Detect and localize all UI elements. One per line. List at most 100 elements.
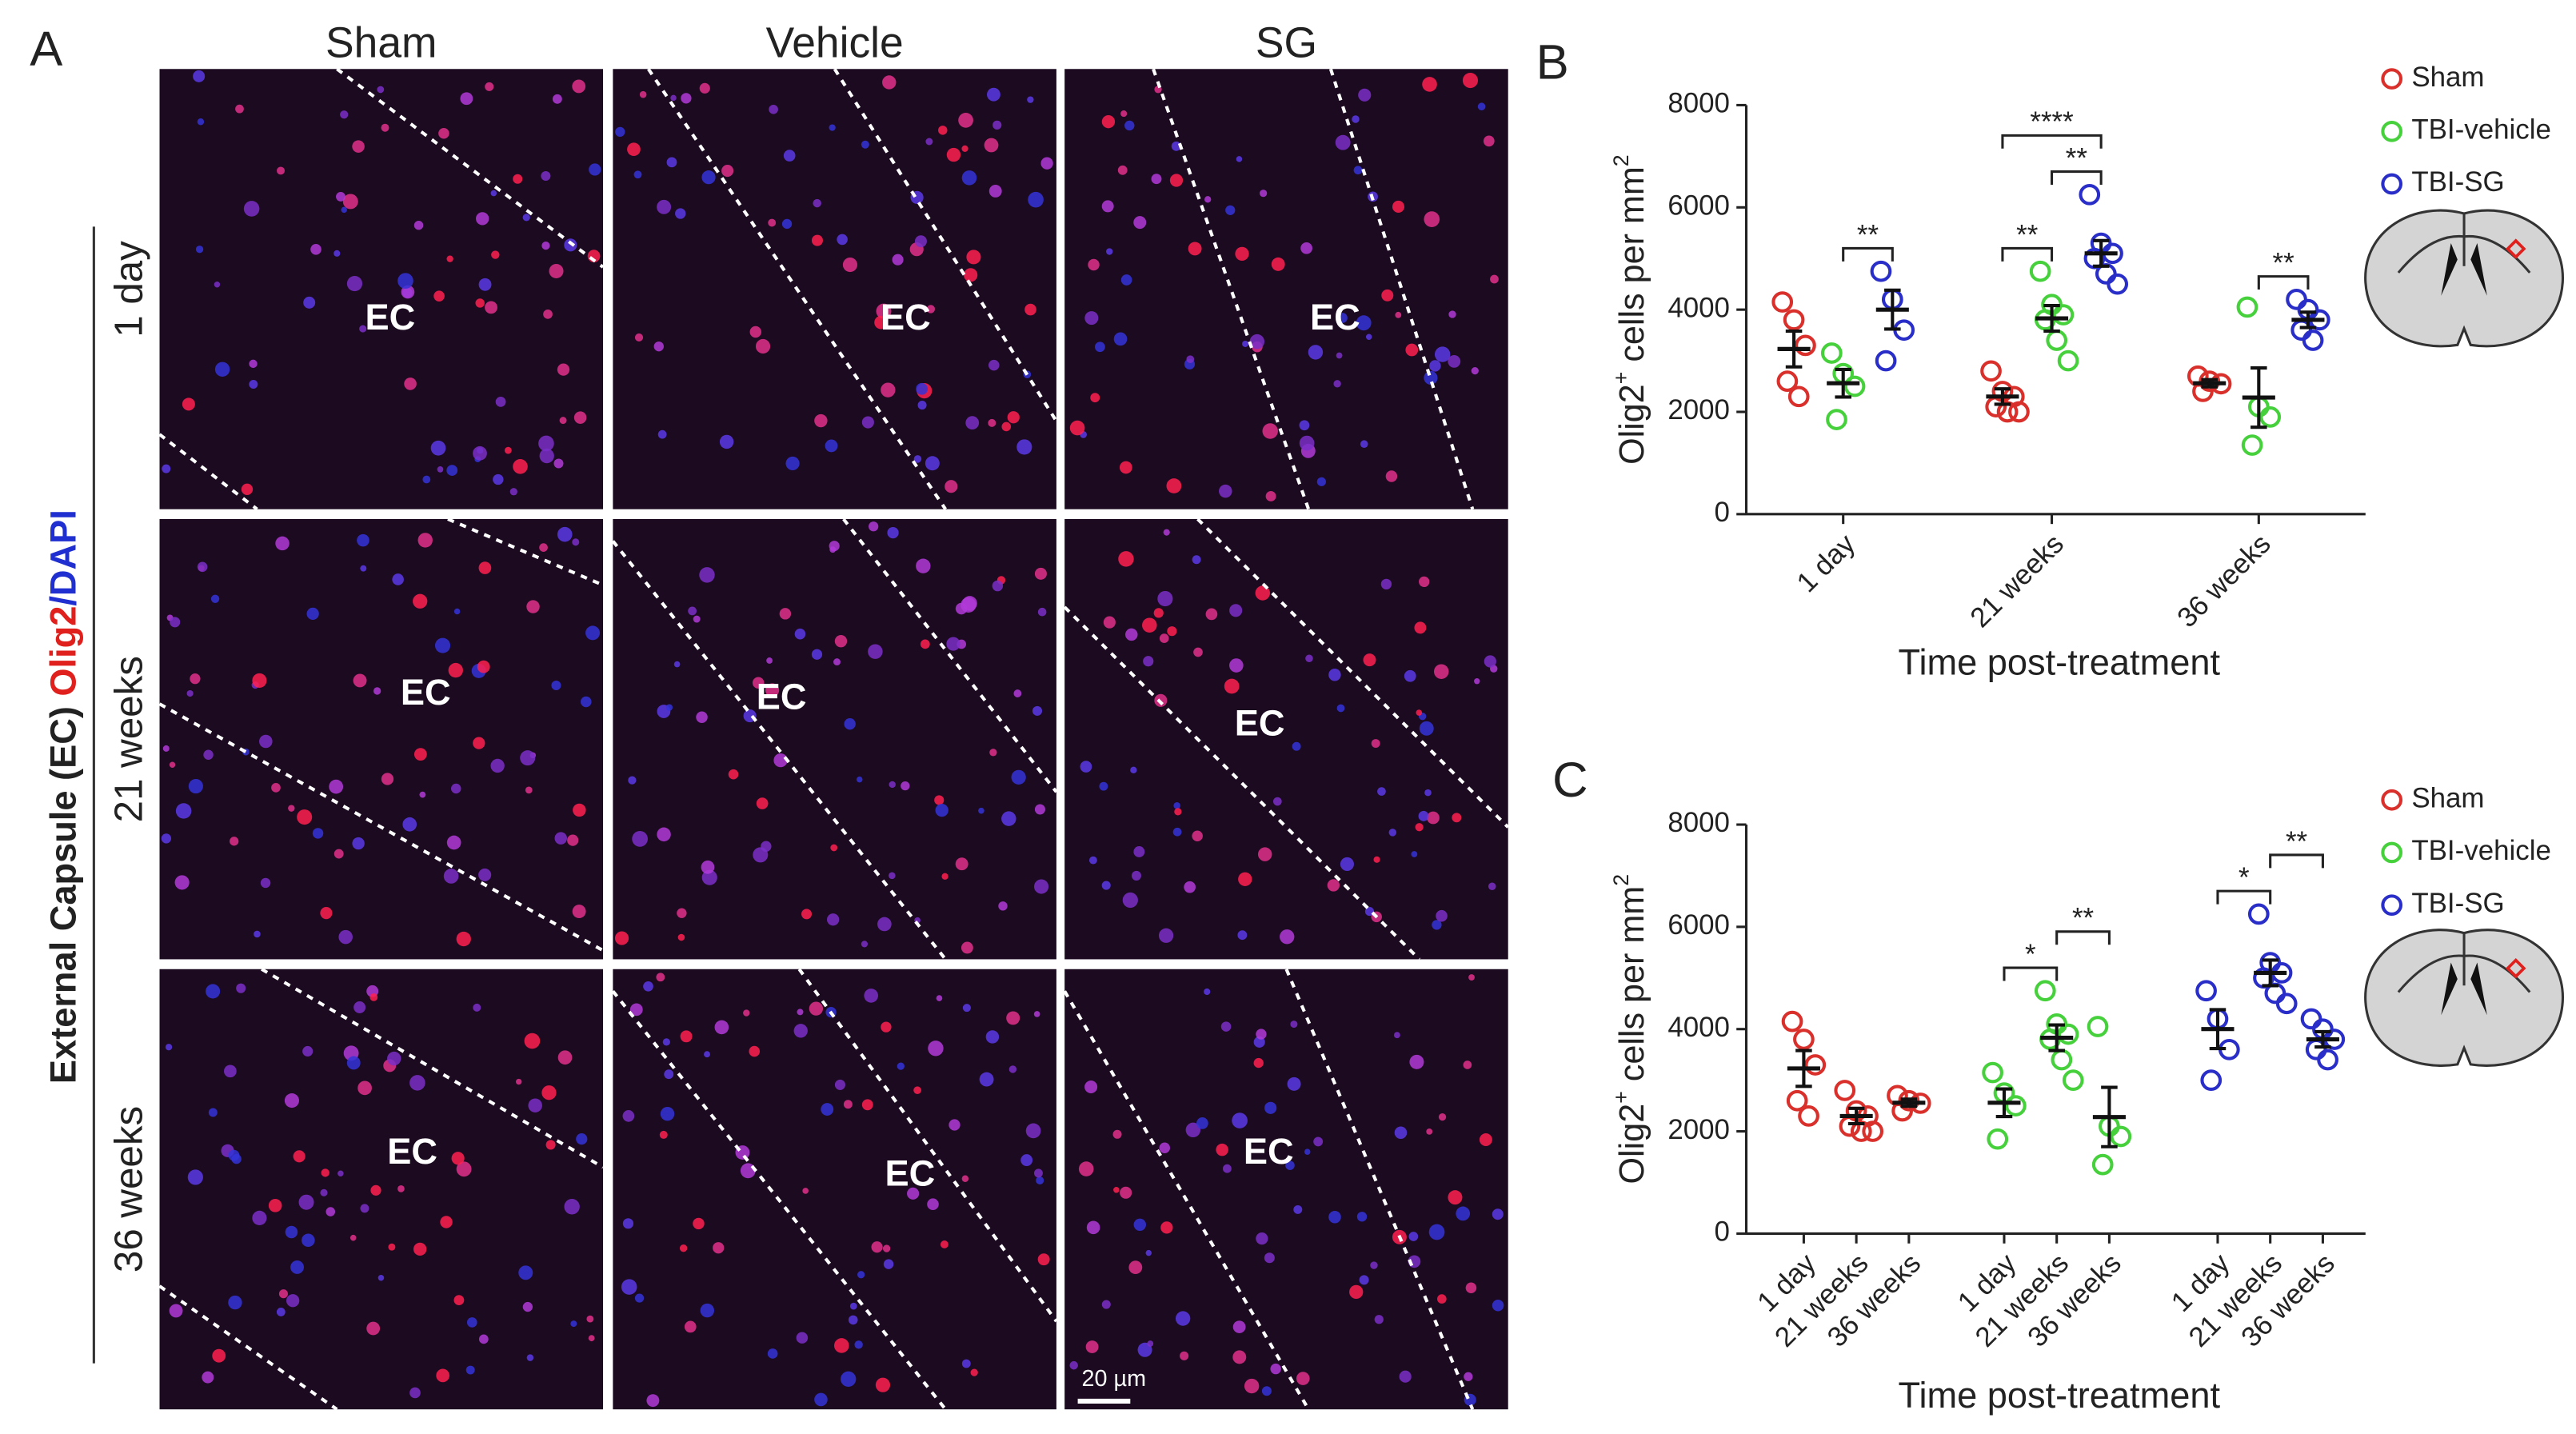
cell-nucleus — [387, 1051, 401, 1066]
cell-nucleus — [1219, 484, 1232, 498]
cell-nucleus — [338, 929, 353, 945]
cell-nucleus — [621, 1279, 637, 1295]
significance-label: ** — [2273, 247, 2295, 278]
cell-nucleus — [889, 872, 896, 880]
region-label: EC — [401, 672, 451, 713]
cell-nucleus — [673, 661, 681, 668]
cell-nucleus — [987, 87, 1000, 102]
cell-nucleus — [1101, 881, 1111, 890]
cell-nucleus — [1427, 811, 1440, 825]
cell-nucleus — [581, 696, 592, 708]
cell-nucleus — [1264, 1101, 1277, 1114]
cell-nucleus — [212, 1348, 226, 1363]
cell-nucleus — [485, 301, 497, 314]
cell-nucleus — [670, 94, 677, 102]
data-point — [1804, 1054, 1827, 1076]
cell-nucleus — [700, 1303, 715, 1318]
cell-nucleus — [1229, 604, 1243, 617]
cell-nucleus — [1393, 1032, 1400, 1039]
panel-a-y-label: External Capsule (EC) Olig2/DAPI — [42, 509, 83, 1084]
cell-nucleus — [949, 1119, 961, 1131]
cell-nucleus — [520, 750, 536, 766]
cell-nucleus — [662, 1038, 670, 1046]
cell-nucleus — [1142, 617, 1157, 633]
cell-nucleus — [1008, 1065, 1017, 1073]
cell-nucleus — [1296, 1372, 1310, 1385]
data-point — [1771, 291, 1794, 313]
y-tick-label: 6000 — [1667, 909, 1730, 941]
cell-nucleus — [370, 1184, 381, 1196]
cell-nucleus — [1336, 704, 1345, 713]
cell-nucleus — [966, 250, 981, 265]
cell-nucleus — [916, 382, 928, 395]
data-point — [1783, 309, 1805, 331]
data-point — [1795, 334, 1816, 357]
cell-nucleus — [1151, 174, 1162, 185]
legend-marker — [2381, 68, 2403, 90]
data-point — [2275, 993, 2298, 1015]
cell-nucleus — [276, 1308, 286, 1316]
cell-nucleus — [632, 831, 648, 847]
cell-nucleus — [856, 776, 863, 783]
cell-nucleus — [1479, 1133, 1492, 1147]
data-point — [2091, 1153, 2114, 1176]
cell-nucleus — [657, 827, 671, 842]
cell-nucleus — [1106, 248, 1113, 255]
cell-nucleus — [290, 1260, 304, 1274]
cell-nucleus — [360, 565, 367, 572]
ec-boundary — [336, 67, 605, 269]
cell-nucleus — [161, 833, 172, 844]
cell-nucleus — [1299, 420, 1310, 431]
cell-nucleus — [704, 1051, 710, 1058]
data-point — [1793, 1029, 1815, 1050]
cell-nucleus — [353, 673, 367, 688]
x-axis-label: Time post-treatment — [1899, 642, 2221, 683]
cell-nucleus — [446, 835, 461, 850]
data-point — [2005, 1095, 2027, 1116]
cell-nucleus — [557, 1050, 573, 1065]
cell-nucleus — [197, 118, 205, 126]
cell-nucleus — [887, 526, 899, 539]
region-label: EC — [1310, 297, 1360, 338]
column-header: Vehicle — [766, 20, 904, 67]
cell-nucleus — [1133, 1218, 1146, 1231]
cell-nucleus — [1094, 342, 1105, 353]
panel-letter: C — [1552, 753, 1588, 808]
cell-nucleus — [680, 1030, 693, 1043]
data-point — [1787, 385, 1810, 408]
cell-nucleus — [518, 1265, 533, 1280]
cell-nucleus — [659, 1130, 668, 1139]
cell-nucleus — [1112, 1129, 1122, 1139]
cell-nucleus — [796, 1332, 809, 1344]
cell-nucleus — [992, 120, 1002, 130]
cell-nucleus — [1381, 289, 1394, 302]
cell-nucleus — [1433, 664, 1449, 679]
cell-nucleus — [874, 315, 888, 330]
y-tick-label: 4000 — [1667, 1012, 1730, 1043]
cell-nucleus — [1120, 274, 1132, 286]
cell-nucleus — [275, 536, 290, 551]
cell-nucleus — [1271, 257, 1285, 271]
cell-nucleus — [1034, 804, 1045, 815]
data-point — [1820, 342, 1843, 364]
cell-nucleus — [666, 157, 677, 168]
cell-nucleus — [882, 1244, 891, 1252]
cell-nucleus — [1016, 439, 1032, 455]
cell-nucleus — [208, 1108, 218, 1117]
cell-nucleus — [779, 608, 792, 620]
cell-nucleus — [946, 637, 961, 651]
cell-nucleus — [409, 1387, 421, 1399]
cell-nucleus — [688, 606, 697, 616]
cell-nucleus — [162, 745, 170, 752]
cell-nucleus — [699, 82, 710, 94]
cell-nucleus — [1411, 851, 1418, 857]
cell-nucleus — [1287, 1076, 1301, 1091]
cell-nucleus — [286, 1294, 300, 1308]
cell-nucleus — [214, 361, 230, 377]
cell-nucleus — [1488, 882, 1496, 891]
y-axis-label: Olig2+ cells per mm2 — [1609, 874, 1651, 1184]
cell-nucleus — [675, 208, 686, 219]
significance-bracket — [2001, 134, 2103, 149]
cell-nucleus — [437, 466, 444, 473]
cell-nucleus — [478, 561, 492, 574]
